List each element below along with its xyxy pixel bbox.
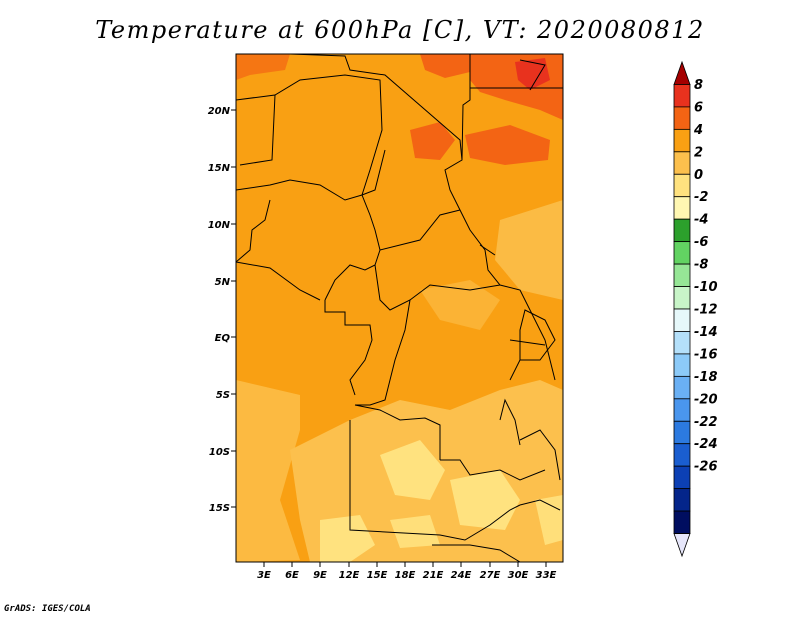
colorbar-label: -6 — [694, 235, 708, 250]
colorbar-swatch — [673, 398, 691, 422]
colorbar-swatch — [673, 60, 691, 85]
lon-label: 3E — [257, 570, 271, 581]
map-title: Temperature at 600hPa [C], VT: 202008081… — [95, 16, 705, 44]
colorbar-label: -12 — [694, 303, 718, 318]
temperature-field — [236, 54, 563, 562]
colorbar-swatch — [673, 286, 691, 310]
colorbar-swatch — [673, 218, 691, 243]
colorbar-label: 8 — [694, 78, 703, 93]
colorbar-swatch — [673, 308, 691, 332]
colorbar-label: -22 — [694, 415, 718, 430]
colorbar-label: 6 — [694, 100, 703, 115]
colorbar-swatch — [673, 196, 691, 220]
colorbar-label: -18 — [694, 370, 718, 385]
lat-label: 15N — [208, 163, 231, 174]
lon-label: 15E — [367, 570, 388, 581]
colorbar-swatch — [673, 151, 691, 175]
grads-credit: GrADS: IGES/COLA — [4, 604, 91, 614]
latitude-axis: 20N 15N 10N 5N EQ 5S 10S 15S — [208, 106, 236, 514]
colorbar-swatch — [673, 375, 691, 400]
colorbar-swatch — [673, 420, 691, 445]
lon-label: 27E — [480, 570, 501, 581]
colorbar-label: -8 — [694, 258, 708, 273]
colorbar-label: -14 — [694, 325, 718, 340]
lat-label: 5N — [215, 277, 231, 288]
colorbar-label: -4 — [694, 213, 708, 228]
colorbar-swatch — [673, 84, 691, 108]
lat-label: 15S — [209, 503, 230, 514]
colorbar-swatch — [673, 331, 691, 355]
colorbar-label: -10 — [694, 280, 718, 295]
colorbar-label: 4 — [693, 123, 703, 138]
colorbar-label: -26 — [694, 460, 718, 475]
lat-label: 20N — [208, 106, 231, 117]
colorbar-label: -16 — [694, 347, 718, 362]
lon-label: 18E — [395, 570, 416, 581]
lon-label: 12E — [339, 570, 360, 581]
colorbar-swatch — [673, 173, 691, 198]
colorbar-label: 2 — [694, 145, 703, 160]
colorbar-swatch — [673, 465, 691, 490]
lon-label: 33E — [536, 570, 557, 581]
lon-label: 24E — [451, 570, 472, 581]
colorbar-label: -20 — [694, 392, 718, 407]
colorbar-label: 0 — [694, 168, 703, 183]
lat-label: 10N — [208, 220, 231, 231]
lon-label: 6E — [285, 570, 299, 581]
lat-label: EQ — [215, 333, 231, 344]
colorbar-label: -24 — [694, 437, 718, 452]
colorbar-swatch — [673, 106, 691, 130]
map-frame — [235, 53, 564, 563]
colorbar-swatch — [673, 241, 691, 265]
colorbar-swatch — [673, 263, 691, 287]
colorbar-swatch — [673, 353, 691, 377]
colorbar-swatch — [673, 128, 691, 153]
country-borders — [236, 54, 563, 562]
longitude-axis: 3E 6E 9E 12E 15E 18E 21E 24E 27E 30E 33E — [257, 562, 557, 581]
colorbar-swatch — [673, 533, 691, 558]
lat-label: 5S — [216, 390, 230, 401]
lat-label: 10S — [209, 447, 230, 458]
lon-label: 9E — [313, 570, 327, 581]
colorbar-label: -2 — [694, 190, 708, 205]
lon-label: 21E — [423, 570, 444, 581]
lon-label: 30E — [508, 570, 529, 581]
colorbar: 8 6 4 2 0 -2 -4 -6 -8 -10 -12 -14 -16 -18 -20 -22 -24 -26 — [673, 60, 718, 558]
colorbar-swatch — [673, 510, 691, 534]
colorbar-swatch — [673, 443, 691, 467]
colorbar-swatch — [673, 488, 691, 512]
